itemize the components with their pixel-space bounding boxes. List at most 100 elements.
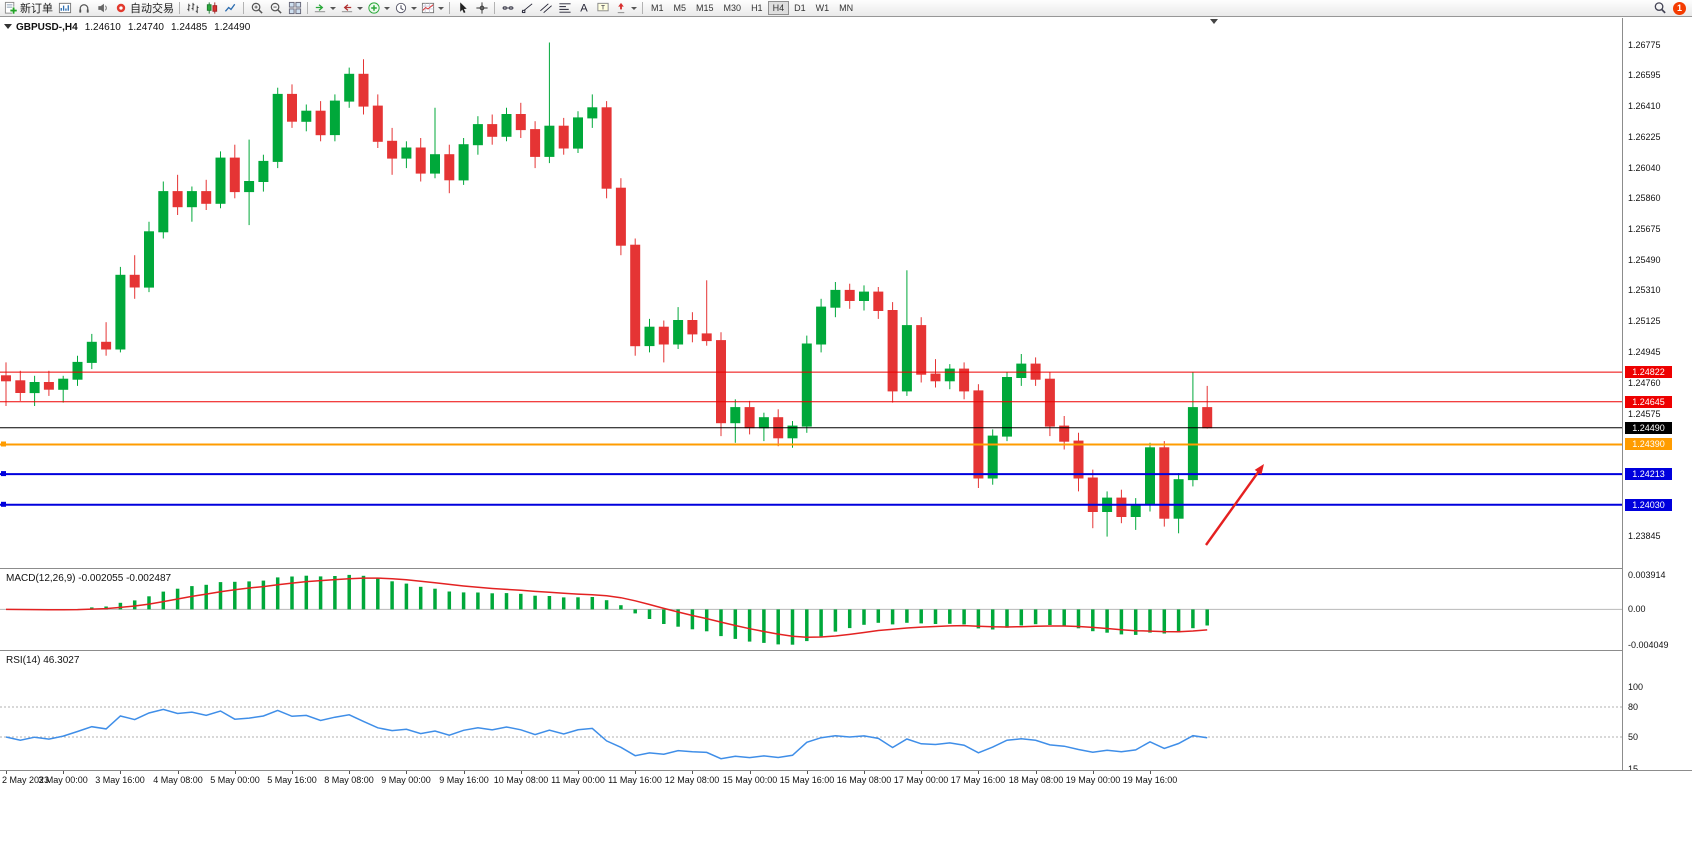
line-chart-button[interactable] bbox=[221, 0, 240, 16]
time-axis-tick bbox=[464, 771, 465, 774]
fibonacci-button[interactable] bbox=[555, 0, 574, 16]
panel-divider[interactable] bbox=[0, 568, 1692, 569]
time-axis[interactable]: 2 May 2023 3 May 00:00 3 May 16:00 4 May 08… bbox=[0, 770, 1692, 788]
chart-shift-button[interactable] bbox=[338, 0, 365, 16]
macd-axis-tick: -0.004049 bbox=[1628, 640, 1669, 650]
search-button[interactable] bbox=[1650, 0, 1669, 16]
zoom-in-button[interactable] bbox=[247, 0, 266, 16]
price-badge-1.24030: 1.24030 bbox=[1625, 499, 1672, 511]
price-axis-tick: 1.23845 bbox=[1628, 531, 1661, 541]
rsi-label: RSI(14) 46.3027 bbox=[6, 655, 80, 666]
autotrading-button[interactable]: 自动交易 bbox=[112, 0, 176, 16]
price-axis-tick: 1.26595 bbox=[1628, 70, 1661, 80]
time-axis-tick bbox=[750, 771, 751, 774]
level-handle[interactable] bbox=[1, 501, 6, 507]
timeframe-button-m5[interactable]: M5 bbox=[669, 1, 692, 15]
timeframe-button-m30[interactable]: M30 bbox=[719, 1, 747, 15]
time-axis-tick bbox=[349, 771, 350, 774]
text-button[interactable]: A bbox=[574, 0, 593, 16]
time-axis-tick bbox=[63, 771, 64, 774]
toolbar-separator bbox=[494, 2, 495, 14]
trend-line-button[interactable] bbox=[517, 0, 536, 16]
timeframe-button-h4[interactable]: H4 bbox=[767, 1, 790, 15]
label-button[interactable]: T bbox=[593, 0, 612, 16]
dropdown-caret-icon bbox=[384, 6, 390, 10]
cursor-button[interactable] bbox=[453, 0, 472, 16]
charts-button[interactable] bbox=[55, 0, 74, 16]
price-axis-tick: 1.24945 bbox=[1628, 347, 1661, 357]
zoom-out-button[interactable] bbox=[266, 0, 285, 16]
bar-chart-button[interactable] bbox=[183, 0, 202, 16]
dropdown-caret-icon bbox=[411, 6, 417, 10]
time-axis-tick bbox=[521, 771, 522, 774]
auto-scroll-button[interactable] bbox=[311, 0, 338, 16]
tile-windows-button[interactable] bbox=[285, 0, 304, 16]
chart-shift-icon bbox=[340, 1, 354, 15]
headset-button[interactable] bbox=[74, 0, 93, 16]
time-axis-label: 4 May 08:00 bbox=[153, 775, 203, 785]
price-axis-tick: 1.25490 bbox=[1628, 255, 1661, 265]
indicators-button[interactable] bbox=[365, 0, 392, 16]
new-order-icon bbox=[4, 1, 18, 15]
time-axis-label: 3 May 00:00 bbox=[38, 775, 88, 785]
auto-scroll-icon bbox=[313, 1, 327, 15]
channel-button[interactable] bbox=[536, 0, 555, 16]
time-axis-label: 19 May 16:00 bbox=[1122, 775, 1178, 785]
indicators-icon bbox=[367, 1, 381, 15]
timeframe-button-d1[interactable]: D1 bbox=[789, 1, 811, 15]
one-click-trading-toggle-icon[interactable] bbox=[4, 24, 12, 29]
chart-shift-marker-icon[interactable] bbox=[1210, 19, 1218, 24]
time-axis-tick bbox=[807, 771, 808, 774]
cursor-icon bbox=[456, 1, 470, 15]
time-axis-tick bbox=[406, 771, 407, 774]
price-axis[interactable]: 1.26775 1.26595 1.26410 1.26225 1.26040 1.258… bbox=[1622, 18, 1692, 774]
time-axis-tick bbox=[578, 771, 579, 774]
periods-button[interactable] bbox=[392, 0, 419, 16]
price-badge-1.24822: 1.24822 bbox=[1625, 366, 1672, 378]
dropdown-caret-icon bbox=[438, 6, 444, 10]
rsi-canvas[interactable] bbox=[0, 652, 1622, 770]
panel-divider[interactable] bbox=[0, 650, 1692, 651]
price-badge-1.24490: 1.24490 bbox=[1625, 422, 1672, 434]
time-axis-label: 19 May 00:00 bbox=[1065, 775, 1121, 785]
price-badge-1.24390: 1.24390 bbox=[1625, 438, 1672, 450]
arrows-button[interactable] bbox=[612, 0, 639, 16]
toolbar-separator bbox=[642, 2, 643, 14]
autotrading-label: 自动交易 bbox=[130, 3, 174, 15]
speaker-icon bbox=[96, 1, 110, 15]
templates-button[interactable] bbox=[419, 0, 446, 16]
rsi-axis-tick: 50 bbox=[1628, 732, 1639, 742]
templates-icon bbox=[421, 1, 435, 15]
level-handle[interactable] bbox=[1, 441, 6, 447]
candlestick-button[interactable] bbox=[202, 0, 221, 16]
open-value: 1.24610 bbox=[84, 22, 121, 33]
arrow-annotation[interactable] bbox=[1205, 467, 1263, 546]
level-handle[interactable] bbox=[1, 471, 6, 477]
macd-canvas[interactable] bbox=[0, 570, 1622, 650]
time-axis-label: 9 May 16:00 bbox=[439, 775, 489, 785]
time-axis-tick bbox=[120, 771, 121, 774]
timeframe-button-h1[interactable]: H1 bbox=[746, 1, 768, 15]
zoom-out-icon bbox=[269, 1, 283, 15]
time-axis-label: 9 May 00:00 bbox=[381, 775, 431, 785]
arrow-annotation-head[interactable] bbox=[1254, 464, 1264, 475]
time-axis-label: 10 May 08:00 bbox=[493, 775, 549, 785]
timeframe-button-w1[interactable]: W1 bbox=[811, 1, 835, 15]
label-icon: T bbox=[596, 1, 610, 15]
time-axis-label: 2 May 2023 bbox=[2, 775, 50, 785]
charts-icon bbox=[58, 1, 72, 15]
timeframe-button-m15[interactable]: M15 bbox=[691, 1, 719, 15]
price-chart-canvas[interactable] bbox=[0, 18, 1622, 568]
candles bbox=[1, 42, 1213, 537]
timeframe-button-mn[interactable]: MN bbox=[834, 1, 858, 15]
crosshair-icon bbox=[475, 1, 489, 15]
sound-button[interactable] bbox=[93, 0, 112, 16]
timeframe-button-m1[interactable]: M1 bbox=[646, 1, 669, 15]
horizontal-line-button[interactable] bbox=[498, 0, 517, 16]
crosshair-button[interactable] bbox=[472, 0, 491, 16]
price-axis-tick: 1.25310 bbox=[1628, 285, 1661, 295]
notification-badge[interactable]: 1 bbox=[1673, 1, 1686, 15]
toolbar-separator bbox=[179, 2, 180, 14]
time-axis-label: 17 May 00:00 bbox=[893, 775, 949, 785]
new-order-button[interactable]: 新订单 bbox=[2, 0, 55, 16]
